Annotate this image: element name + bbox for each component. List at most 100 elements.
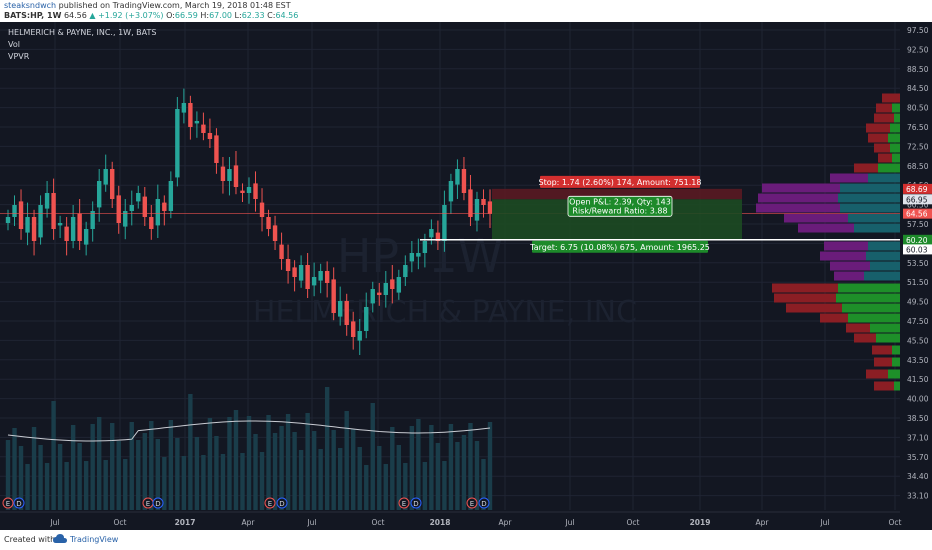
volume-bar	[96, 417, 102, 510]
vpvr-up-bar	[870, 261, 900, 271]
vpvr-down-bar	[854, 333, 876, 343]
candle-body	[129, 205, 134, 211]
vpvr-legend[interactable]: VPVR	[8, 52, 30, 61]
open-label: O:	[166, 11, 175, 20]
price-axis-label: 49.50	[907, 298, 929, 307]
volume-ma-line	[7, 420, 491, 442]
vpvr-down-bar	[872, 345, 892, 355]
event-marker-label: D	[481, 500, 486, 508]
price-axis-label: 40.00	[907, 395, 929, 404]
author-link[interactable]: steaksndwch	[4, 1, 57, 10]
target-label: Target: 6.75 (10.08%) 675, Amount: 1965.…	[529, 243, 710, 252]
dividend-marker	[152, 497, 164, 509]
volume-bar	[468, 423, 473, 510]
chart-pane[interactable]: HP, 1W HELMERICH & PAYNE, INC Stop: 1.74 (…	[0, 22, 932, 530]
volume-bar	[318, 449, 323, 510]
volume-bar	[455, 442, 460, 510]
time-axis-label: 2017	[175, 518, 196, 527]
candle-body	[285, 259, 291, 271]
volume-bar	[442, 461, 447, 510]
vpvr-down-bar	[762, 183, 840, 193]
volume-legend[interactable]: Vol	[8, 40, 20, 49]
candle-body	[409, 253, 415, 262]
high-value: 67.00	[209, 11, 232, 20]
volume-bar	[162, 457, 167, 510]
time-axis-label: Oct	[114, 518, 127, 527]
volume-bar	[396, 445, 402, 510]
candle-body	[44, 193, 50, 209]
time-axis-label: Oct	[889, 518, 902, 527]
volume-bar	[5, 440, 11, 510]
candle-body	[266, 217, 271, 229]
candle-body	[435, 232, 441, 241]
volume-bar	[77, 443, 82, 510]
candle-body	[442, 205, 447, 241]
stop-price-tag-bg	[903, 183, 932, 194]
volume-bar	[25, 464, 30, 510]
vpvr-down-bar	[834, 271, 864, 281]
candle-body	[298, 265, 304, 281]
vpvr-down-bar	[854, 163, 878, 173]
time-axis-label: Apr	[499, 518, 513, 527]
volume-bar	[416, 419, 421, 510]
volume-bar	[409, 426, 415, 510]
candle-body	[455, 169, 460, 185]
volume-bar	[422, 462, 428, 510]
tradingview-brand[interactable]: TradingView	[70, 535, 119, 544]
candle-body	[207, 133, 213, 139]
event-marker-label: E	[146, 500, 150, 508]
vpvr-up-bar	[894, 381, 900, 391]
symbol-legend: HELMERICH & PAYNE, INC., 1W, BATS	[8, 28, 157, 37]
price-axis-label: 97.50	[907, 26, 929, 35]
volume-bar	[129, 422, 134, 510]
volume-bar	[64, 462, 69, 510]
volume-bar	[51, 401, 56, 510]
vpvr-up-bar	[836, 293, 900, 303]
time-axis-label: Jul	[819, 518, 829, 527]
vpvr-up-bar	[866, 251, 900, 261]
vpvr-up-bar	[840, 203, 900, 213]
candle-body	[279, 244, 284, 259]
volume-bar	[57, 444, 63, 510]
stop-label: Stop: 1.74 (2.60%) 174, Amount: 751.18	[538, 178, 701, 187]
price-change: +1.92 (+3.07%)	[98, 11, 164, 20]
vpvr-down-bar	[874, 113, 894, 123]
volume-bar	[344, 411, 349, 510]
publish-date: published on TradingView.com, March 19, …	[56, 1, 291, 10]
volume-bar	[435, 443, 441, 510]
time-axis-label: 2019	[690, 518, 711, 527]
candle-body	[103, 169, 108, 185]
volume-bar	[110, 423, 115, 510]
time-axis-label: Jul	[49, 518, 59, 527]
candle-body	[18, 201, 24, 229]
event-marker-label: D	[16, 500, 21, 508]
vpvr-up-bar	[838, 193, 900, 203]
stop-price-tag: 68.69	[906, 185, 928, 194]
event-marker-label: E	[470, 500, 474, 508]
volume-bar	[279, 426, 284, 510]
volume-bar	[364, 465, 369, 510]
event-marker-label: E	[402, 500, 406, 508]
time-axis-label: Jul	[306, 518, 316, 527]
candle-body	[12, 205, 17, 217]
candle-body	[31, 217, 37, 241]
stop-zone	[492, 188, 742, 200]
candle-body	[487, 201, 493, 214]
candle-body	[110, 169, 115, 199]
candle-body	[311, 277, 317, 286]
chart-info-bar: steaksndwch published on TradingView.com…	[0, 0, 932, 22]
candle-body	[25, 217, 30, 233]
volume-bar	[285, 414, 291, 510]
symbol-label: BATS:HP, 1W	[4, 11, 62, 20]
price-axis-label: 37.10	[907, 433, 929, 442]
price-axis-label: 60.50	[907, 201, 929, 210]
price-axis-label: 47.50	[907, 317, 929, 326]
candle-body	[429, 229, 434, 238]
volume-bar	[220, 454, 226, 510]
price-axis-label: 68.50	[907, 162, 929, 171]
footer: Created with TradingView	[0, 530, 932, 550]
candle-body	[233, 165, 239, 187]
volume-bar	[305, 413, 310, 510]
volume-bar	[390, 427, 395, 510]
